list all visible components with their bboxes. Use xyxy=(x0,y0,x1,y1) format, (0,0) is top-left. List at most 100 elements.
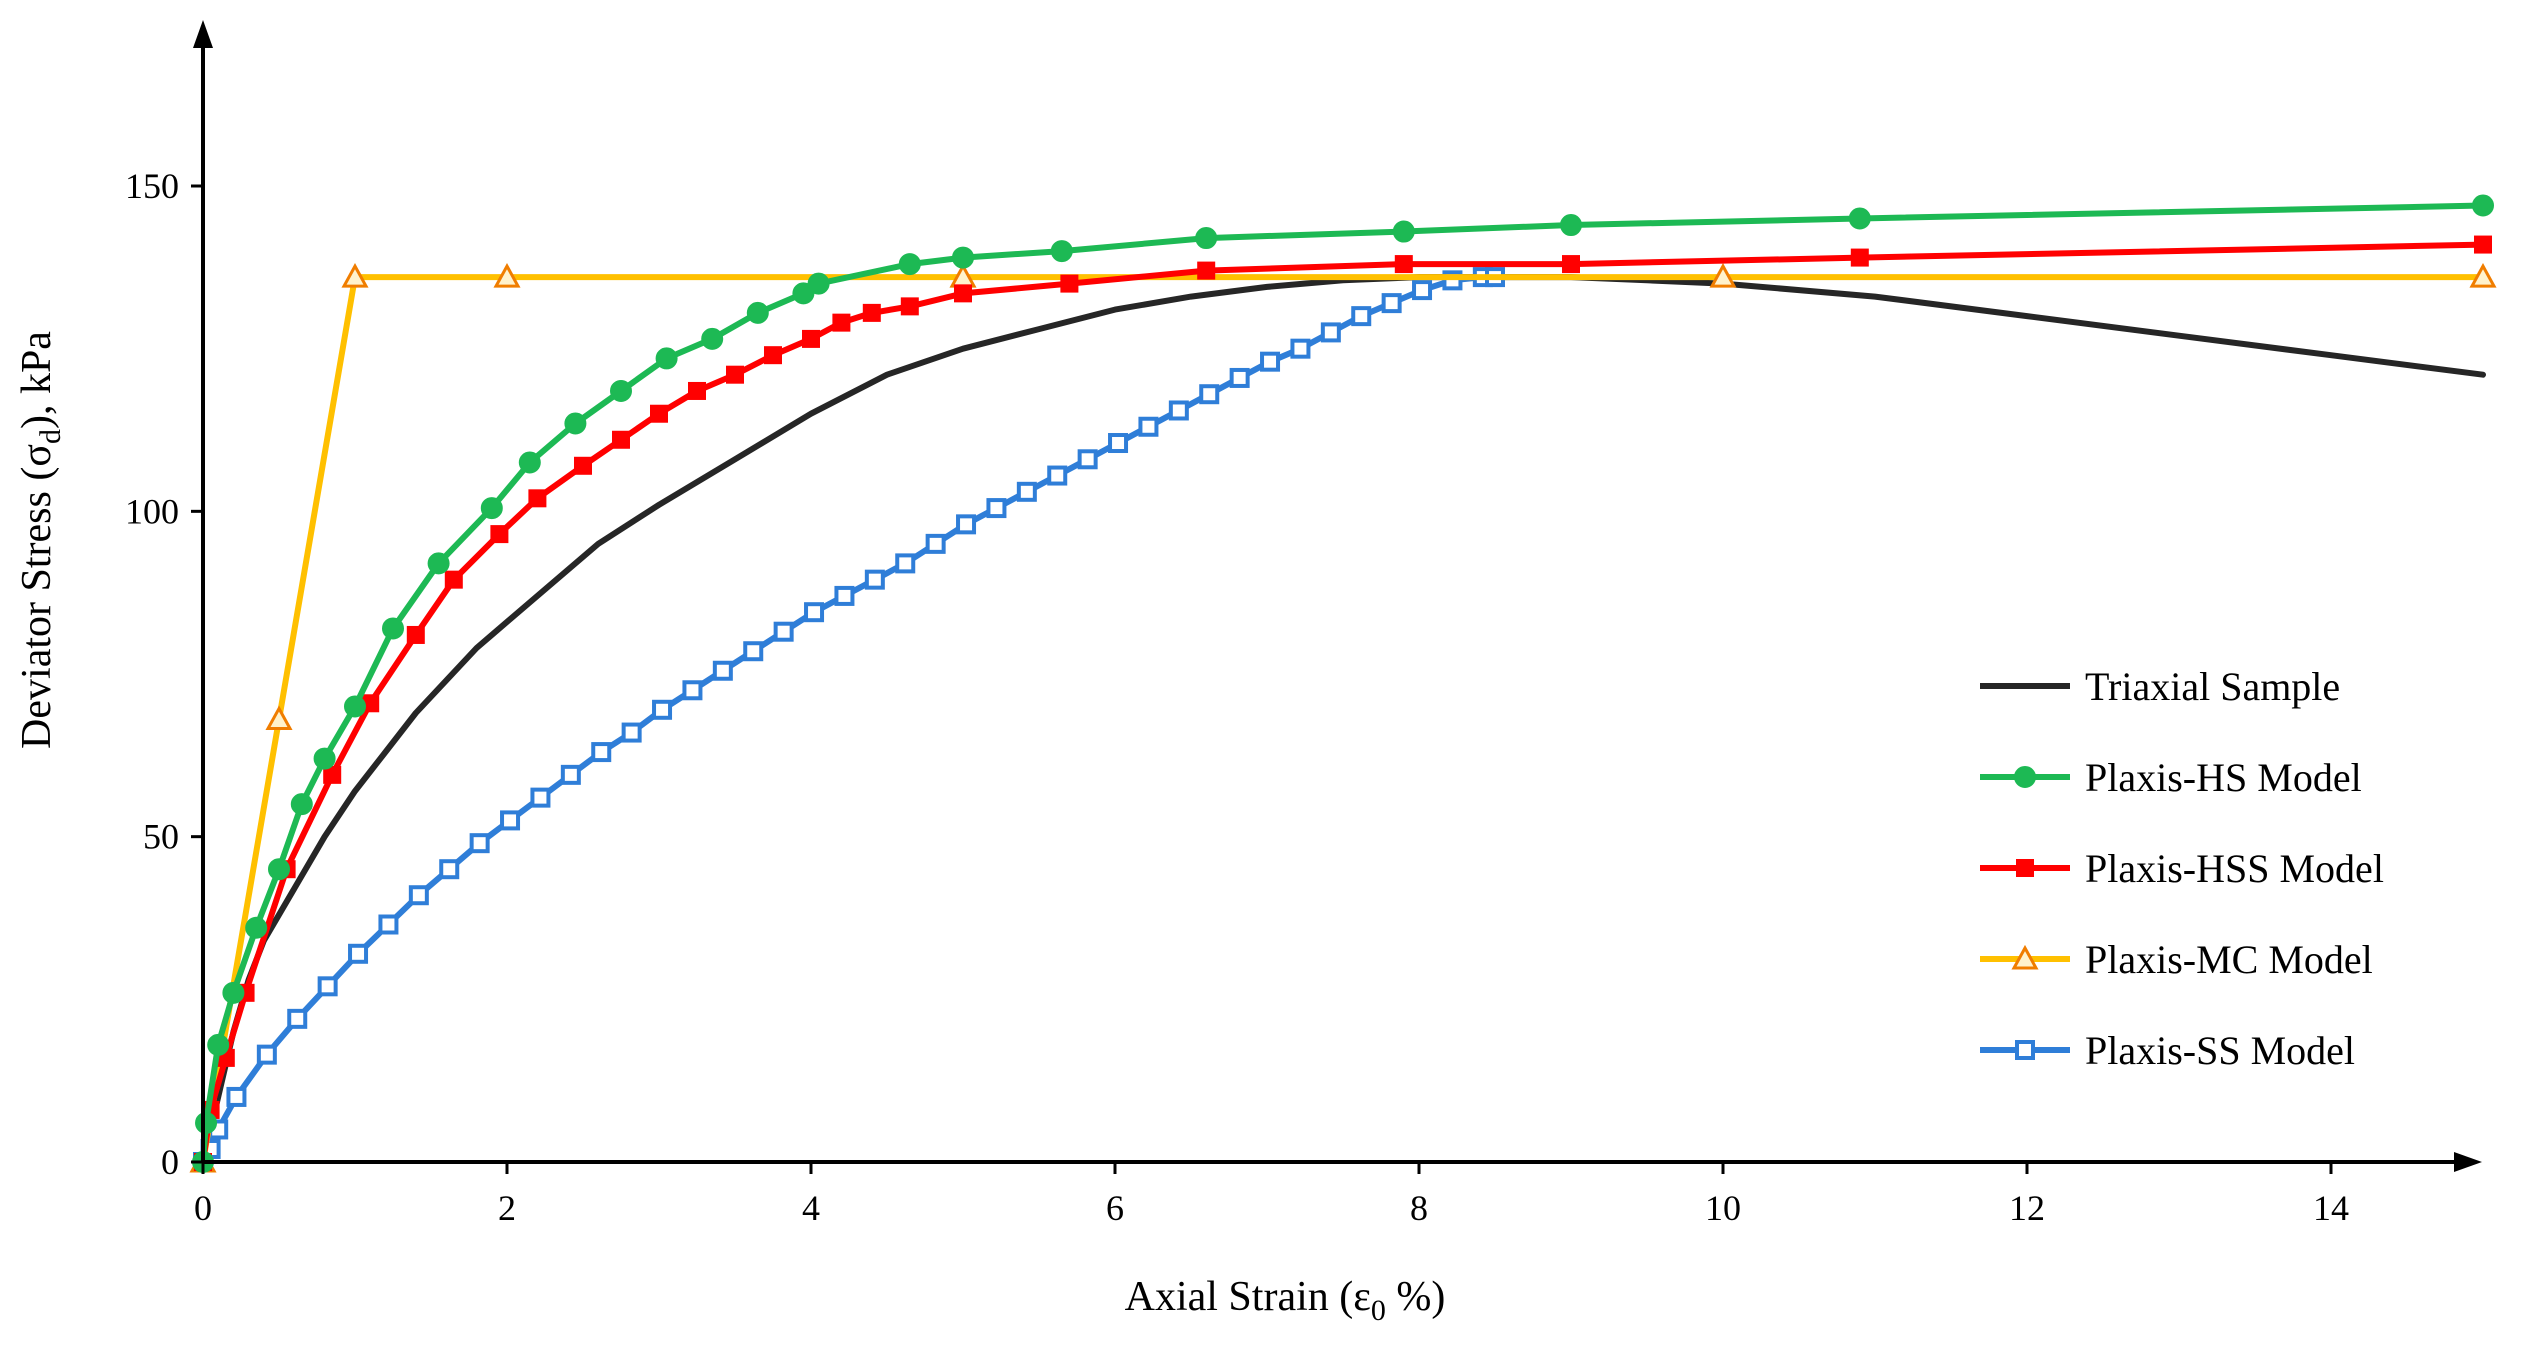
series-line-plaxis-hs-model xyxy=(200,202,2486,1165)
data-point-plaxis-hs-model xyxy=(1560,214,1582,237)
data-point-plaxis-hs-model xyxy=(313,747,336,770)
data-point-plaxis-hs-model xyxy=(655,347,678,370)
data-point-plaxis-hss-model xyxy=(688,381,706,400)
x-tick-label: 12 xyxy=(2009,1188,2045,1228)
legend-item-plaxis-hss-model: Plaxis-HSS Model xyxy=(1980,846,2384,891)
data-point-plaxis-hss-model xyxy=(574,456,592,475)
data-point-plaxis-ss-model xyxy=(1412,280,1433,301)
data-point-plaxis-hs-model xyxy=(480,497,503,520)
data-point-plaxis-hs-model xyxy=(268,858,290,881)
x-tick-label: 10 xyxy=(1705,1188,1741,1228)
data-point-plaxis-ss-model xyxy=(743,641,764,662)
data-point-plaxis-hss-model xyxy=(490,525,509,544)
data-point-plaxis-hs-model xyxy=(2472,194,2494,217)
y-tick-label: 50 xyxy=(143,817,179,857)
data-point-plaxis-hs-model xyxy=(427,552,450,575)
data-point-plaxis-ss-model xyxy=(500,810,521,831)
data-point-plaxis-ss-model xyxy=(1016,481,1037,502)
data-point-plaxis-ss-model xyxy=(925,533,946,554)
data-point-plaxis-hss-model xyxy=(444,570,463,589)
data-point-plaxis-hss-model xyxy=(406,625,425,644)
data-point-plaxis-ss-model xyxy=(256,1044,277,1065)
data-point-plaxis-ss-model xyxy=(864,569,885,590)
data-point-plaxis-ss-model xyxy=(1077,449,1098,470)
x-tick-label: 14 xyxy=(2313,1188,2349,1228)
data-point-plaxis-hss-model xyxy=(802,329,820,348)
data-point-plaxis-hs-model xyxy=(344,695,366,718)
data-point-plaxis-ss-model xyxy=(1199,384,1220,405)
data-point-plaxis-ss-model xyxy=(1381,293,1402,314)
data-point-plaxis-hss-model xyxy=(2474,235,2492,254)
legend-label: Plaxis-MC Model xyxy=(2085,937,2373,982)
axes xyxy=(193,20,2482,1172)
data-point-plaxis-hs-model xyxy=(290,793,313,816)
data-point-plaxis-hss-model xyxy=(1060,274,1079,293)
data-point-plaxis-ss-model xyxy=(804,602,825,623)
data-point-plaxis-hs-model xyxy=(898,253,921,276)
data-point-plaxis-hs-model xyxy=(701,327,724,350)
data-point-plaxis-hss-model xyxy=(650,404,668,423)
x-tick-label: 8 xyxy=(1410,1188,1428,1228)
data-point-plaxis-mc-model xyxy=(493,262,521,288)
series-layer xyxy=(189,194,2497,1173)
y-tick-label: 100 xyxy=(125,491,179,531)
y-tick-label: 0 xyxy=(161,1142,179,1182)
legend: Triaxial Sample Plaxis-HS Model Plaxis-HSS… xyxy=(1980,664,2384,1073)
y-axis-title: Deviator Stress (σd), kPa xyxy=(14,331,67,749)
ticks-layer: 0 2 4 6 8 10 12 14 0 50 100 150 xyxy=(125,166,2349,1228)
x-tick-label: 4 xyxy=(802,1188,820,1228)
data-point-plaxis-hs-model xyxy=(518,451,541,474)
data-point-plaxis-ss-model xyxy=(682,680,703,701)
data-point-plaxis-mc-model xyxy=(341,262,369,288)
data-point-plaxis-hs-model xyxy=(207,1033,230,1056)
data-point-plaxis-ss-model xyxy=(287,1008,308,1029)
data-point-plaxis-hss-model xyxy=(1850,248,1869,267)
y-axis-arrow xyxy=(193,20,213,48)
data-point-plaxis-hss-model xyxy=(862,303,881,322)
data-point-plaxis-hss-model xyxy=(612,430,630,449)
legend-label: Plaxis-HSS Model xyxy=(2085,846,2384,891)
data-point-plaxis-ss-model xyxy=(378,914,399,935)
data-point-plaxis-hss-model xyxy=(954,284,972,303)
data-point-plaxis-ss-model xyxy=(652,699,673,720)
data-point-plaxis-ss-model xyxy=(712,660,733,681)
data-point-plaxis-ss-model xyxy=(1047,465,1068,486)
data-point-plaxis-ss-model xyxy=(530,787,551,808)
data-point-plaxis-hs-model xyxy=(382,617,404,640)
legend-swatch-marker xyxy=(2011,944,2039,970)
data-point-plaxis-ss-model xyxy=(1229,367,1250,388)
data-point-plaxis-hs-model xyxy=(792,282,815,305)
data-point-plaxis-ss-model xyxy=(834,585,855,606)
y-tick-label: 150 xyxy=(125,166,179,206)
x-tick-label: 2 xyxy=(498,1188,516,1228)
x-axis-title: Axial Strain (ε0 %) xyxy=(1125,1274,1446,1327)
legend-swatch-marker xyxy=(2016,859,2034,877)
data-point-plaxis-mc-model xyxy=(265,705,293,731)
data-point-plaxis-hs-model xyxy=(245,916,268,939)
legend-item-plaxis-ss-model: Plaxis-SS Model xyxy=(1980,1028,2355,1073)
data-point-plaxis-hss-model xyxy=(1562,255,1580,274)
data-point-plaxis-ss-model xyxy=(986,498,1007,519)
legend-item-triaxial-sample: Triaxial Sample xyxy=(1980,664,2340,709)
data-point-plaxis-ss-model xyxy=(1108,433,1129,454)
data-point-plaxis-hs-model xyxy=(1392,220,1415,243)
data-point-plaxis-ss-model xyxy=(621,722,642,743)
legend-item-plaxis-mc-model: Plaxis-MC Model xyxy=(1980,937,2373,982)
data-point-plaxis-hss-model xyxy=(726,365,744,384)
x-tick-label: 6 xyxy=(1106,1188,1124,1228)
data-point-plaxis-hss-model xyxy=(832,313,851,332)
data-point-plaxis-mc-model xyxy=(2469,262,2497,288)
legend-swatch-marker xyxy=(2014,766,2036,788)
data-point-plaxis-hss-model xyxy=(900,297,919,316)
data-point-plaxis-hs-model xyxy=(222,981,245,1004)
series-line-plaxis-ss-model xyxy=(200,274,1498,1165)
series-line-plaxis-hss-model xyxy=(200,241,2486,1165)
data-point-plaxis-ss-model xyxy=(1168,400,1189,421)
data-point-plaxis-mc-model xyxy=(1709,262,1737,288)
data-point-plaxis-ss-model xyxy=(408,885,429,906)
data-point-plaxis-ss-model xyxy=(560,764,581,785)
data-point-plaxis-ss-model xyxy=(226,1086,247,1107)
data-point-plaxis-ss-model xyxy=(895,553,916,574)
data-point-plaxis-hs-model xyxy=(807,272,830,295)
